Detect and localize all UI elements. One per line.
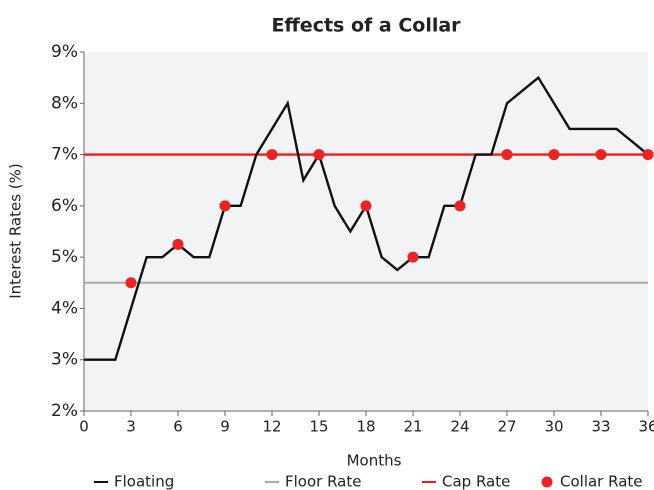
collar-dot	[407, 251, 419, 263]
collar-dot	[548, 149, 560, 161]
x-tick-label: 33	[591, 418, 610, 436]
collar-dot	[219, 200, 231, 212]
plot-area	[84, 52, 648, 411]
legend-label: Cap Rate	[442, 473, 510, 490]
x-tick-label: 15	[309, 418, 328, 436]
chart-title: Effects of a Collar	[271, 15, 461, 37]
y-axis-label: Interest Rates (%)	[7, 163, 25, 299]
collar-dot	[454, 200, 466, 212]
x-tick-label: 3	[126, 418, 136, 436]
x-tick-label: 6	[173, 418, 183, 436]
collar-dot	[266, 149, 278, 161]
collar-dot	[595, 149, 607, 161]
x-axis-label: Months	[347, 452, 402, 470]
x-tick-label: 36	[638, 418, 654, 436]
legend-label: Collar Rate	[560, 473, 643, 490]
y-tick-label: 9%	[51, 42, 78, 62]
x-tick-label: 18	[356, 418, 375, 436]
collar-dot	[172, 238, 184, 250]
legend-label: Floor Rate	[285, 473, 361, 490]
x-tick-label: 27	[497, 418, 516, 436]
x-tick-label: 12	[262, 418, 281, 436]
y-tick-label: 3%	[51, 350, 78, 370]
x-tick-label: 24	[450, 418, 469, 436]
collar-dot	[501, 149, 513, 161]
y-tick-label: 8%	[51, 93, 78, 113]
y-tick-label: 6%	[51, 196, 78, 216]
x-tick-label: 21	[403, 418, 422, 436]
collar-dot	[313, 149, 325, 161]
collar-dot	[642, 149, 654, 161]
collar-dot	[125, 277, 137, 289]
x-tick-label: 30	[544, 418, 563, 436]
y-tick-label: 5%	[51, 247, 78, 267]
x-tick-label: 0	[79, 418, 89, 436]
legend-label: Floating	[114, 473, 174, 490]
x-tick-label: 9	[220, 418, 230, 436]
y-tick-label: 4%	[51, 298, 78, 318]
legend-swatch	[541, 476, 553, 488]
y-tick-label: 7%	[51, 145, 78, 165]
y-tick-label: 2%	[51, 401, 78, 421]
collar-dot	[360, 200, 372, 212]
line	[84, 75, 649, 361]
